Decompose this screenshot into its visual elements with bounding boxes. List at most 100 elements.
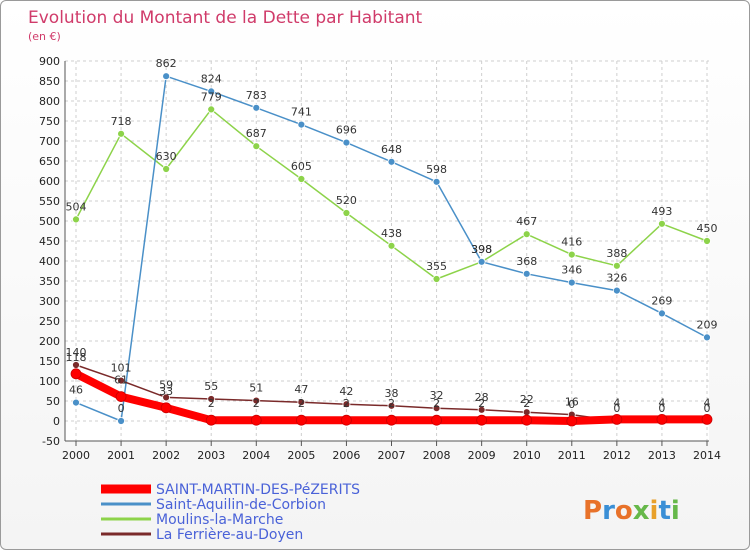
data-label: 4: [704, 396, 711, 409]
data-label: 55: [204, 380, 218, 393]
data-point: [387, 401, 396, 410]
data-label: 269: [651, 294, 672, 307]
data-label: 450: [697, 222, 718, 235]
data-point: [160, 402, 172, 414]
y-tick-label: 800: [39, 95, 60, 108]
data-point: [342, 138, 351, 147]
data-label: 346: [561, 264, 582, 277]
data-point: [162, 393, 171, 402]
data-label: 61: [114, 374, 128, 387]
data-label: 2: [523, 397, 530, 410]
y-tick-label: 150: [39, 355, 60, 368]
legend-label: Moulins-la-Marche: [156, 512, 283, 528]
x-tick-label: 2009: [468, 449, 496, 462]
series-1: [72, 72, 711, 425]
legend-label: La Ferrière-au-Doyen: [156, 527, 303, 543]
y-tick-label: 0: [53, 415, 60, 428]
axes: -500501001502002503003504004505005506006…: [39, 55, 721, 462]
data-label: 2: [208, 397, 215, 410]
data-point: [117, 376, 125, 385]
data-label: 398: [471, 243, 492, 256]
data-point: [297, 398, 306, 407]
data-point: [521, 414, 533, 426]
data-point: [342, 209, 351, 217]
data-label: 2: [343, 397, 350, 410]
data-label: 467: [516, 215, 537, 228]
data-label: 0: [704, 402, 711, 415]
data-label: 16: [565, 396, 579, 409]
chart-subtitle: (en €): [28, 30, 61, 43]
x-tick-label: 2001: [107, 449, 135, 462]
data-label: 2: [253, 397, 260, 410]
data-label: 38: [385, 387, 399, 400]
data-point: [117, 417, 125, 425]
data-label: 2: [388, 397, 395, 410]
y-tick-label: 200: [39, 335, 60, 348]
data-label: 687: [246, 127, 267, 140]
data-label: 42: [339, 385, 353, 398]
data-label: 118: [66, 351, 87, 364]
data-label: 605: [291, 160, 312, 173]
data-point: [431, 414, 442, 426]
gridlines: [65, 60, 709, 442]
data-label: 0: [568, 398, 575, 411]
data-point: [162, 165, 171, 173]
data-point: [612, 286, 621, 295]
y-tick-label: 700: [39, 135, 60, 148]
y-tick-label: 750: [39, 115, 60, 128]
data-point: [612, 261, 621, 270]
data-point: [703, 237, 711, 245]
data-point: [476, 414, 488, 426]
data-label: 779: [201, 90, 222, 103]
data-label: 46: [69, 384, 83, 397]
data-label: 398: [471, 243, 492, 256]
chart-title: Evolution du Montant de la Dette par Hab…: [28, 8, 423, 28]
data-label: 520: [336, 194, 357, 207]
data-label: 630: [156, 150, 177, 163]
data-point: [522, 269, 531, 278]
data-label: 2: [433, 397, 440, 410]
data-label: 416: [561, 236, 582, 249]
x-tick-label: 2005: [287, 449, 315, 462]
y-tick-label: 350: [39, 275, 60, 288]
data-point: [567, 250, 576, 259]
x-tick-label: 2004: [242, 449, 270, 462]
data-label: 718: [111, 115, 132, 128]
data-point: [522, 230, 531, 239]
x-tick-label: 2002: [152, 449, 180, 462]
x-tick-label: 2000: [62, 449, 90, 462]
data-label: 648: [381, 143, 402, 156]
data-point: [297, 120, 306, 129]
data-point: [297, 175, 306, 183]
y-tick-label: 100: [39, 375, 60, 388]
y-tick-label: 600: [39, 175, 60, 188]
data-point: [162, 72, 171, 81]
data-point: [477, 405, 486, 414]
data-label: 2: [478, 397, 485, 410]
data-labels: 5047186307796876055204383553984674163884…: [66, 57, 718, 415]
data-point: [387, 241, 396, 250]
data-label: 504: [66, 200, 87, 213]
data-point: [115, 391, 127, 403]
data-point: [567, 278, 576, 287]
data-label: 741: [291, 106, 312, 119]
data-point: [72, 215, 80, 224]
data-point: [205, 414, 217, 426]
x-tick-label: 2014: [693, 449, 721, 462]
data-label: 0: [658, 402, 665, 415]
data-point: [432, 404, 441, 413]
data-point: [72, 398, 80, 407]
data-label: 326: [606, 272, 627, 285]
data-point: [295, 414, 307, 426]
data-point: [252, 396, 261, 405]
x-tick-label: 2008: [423, 449, 451, 462]
y-tick-label: 250: [39, 315, 60, 328]
x-tick-label: 2006: [332, 449, 360, 462]
series-0: [70, 368, 713, 427]
proxiti-logo: Proxiti: [583, 496, 680, 526]
data-point: [117, 129, 125, 138]
data-label: 59: [159, 378, 173, 391]
data-label: 2: [298, 397, 305, 410]
